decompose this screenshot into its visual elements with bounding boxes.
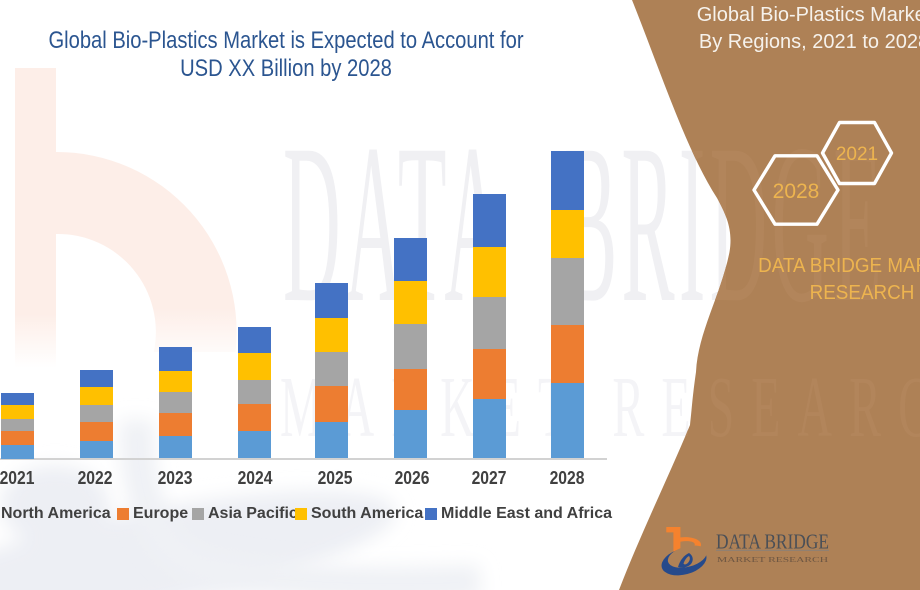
svg-text:2028: 2028 — [773, 180, 820, 203]
svg-text:MARKET RESEARCH: MARKET RESEARCH — [280, 359, 920, 456]
svg-text:2021: 2021 — [836, 144, 878, 165]
svg-text:DATA BRIDGE: DATA BRIDGE — [716, 530, 829, 554]
svg-text:BRIDGE: BRIDGE — [564, 97, 886, 349]
svg-text:MARKET RESEARCH: MARKET RESEARCH — [717, 555, 829, 564]
